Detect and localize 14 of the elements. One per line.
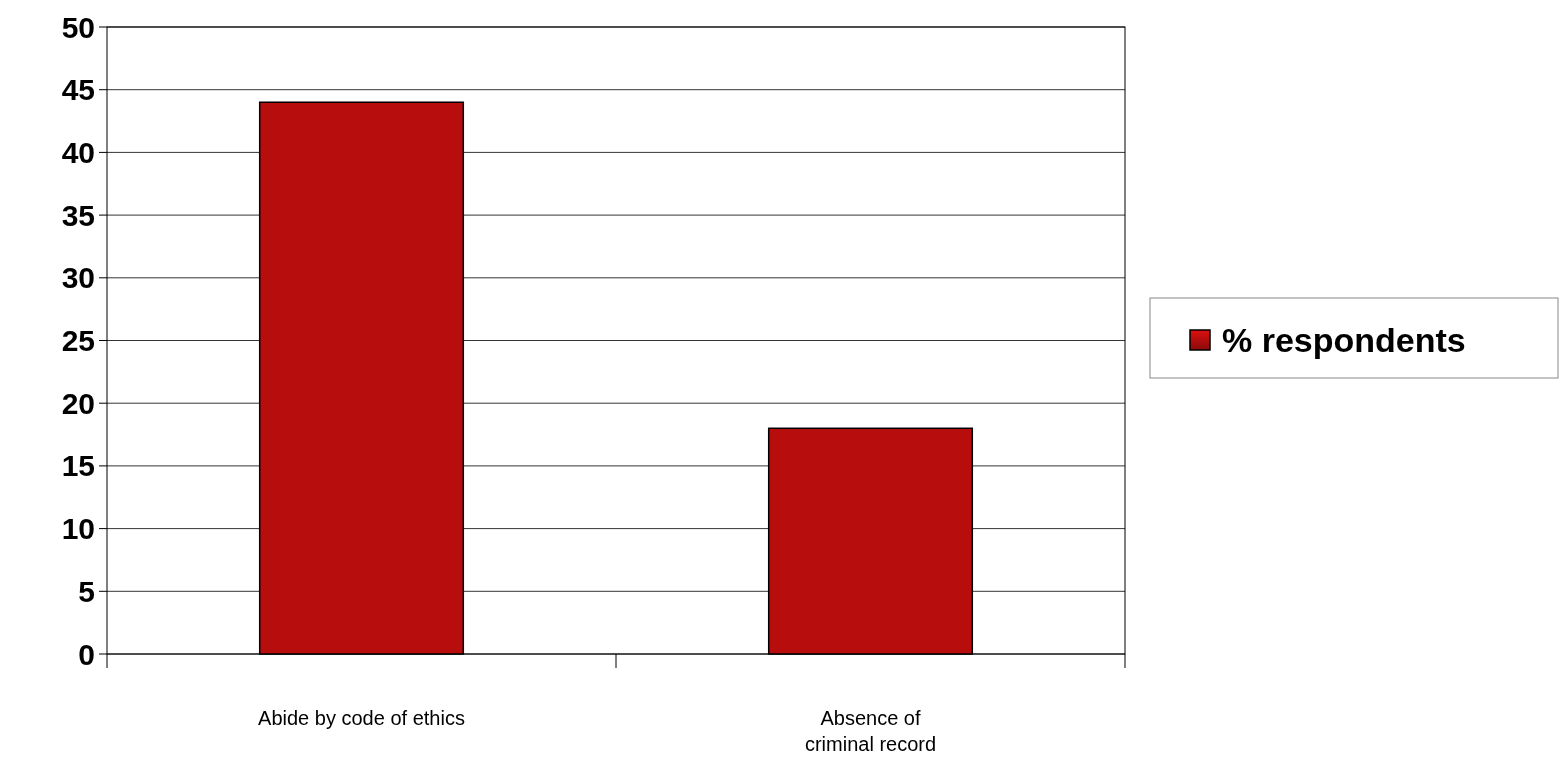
y-tick-label: 5 [78, 574, 95, 608]
y-tick-label: 35 [61, 198, 95, 232]
y-tick-label: 10 [61, 512, 95, 546]
x-tick-label: Abide by code of ethics [258, 707, 465, 729]
legend-label: % respondents [1222, 320, 1466, 359]
y-tick-label: 50 [61, 10, 95, 44]
y-tick-label: 40 [61, 135, 95, 169]
y-tick-label: 25 [61, 324, 95, 357]
y-tick-label: 45 [61, 73, 95, 107]
y-tick-label: 15 [61, 449, 95, 483]
x-tick-label: Absence of criminal record [804, 707, 937, 755]
y-tick-label: 20 [61, 386, 95, 420]
y-tick-label: 30 [61, 261, 95, 295]
y-tick-label: 0 [78, 637, 95, 671]
